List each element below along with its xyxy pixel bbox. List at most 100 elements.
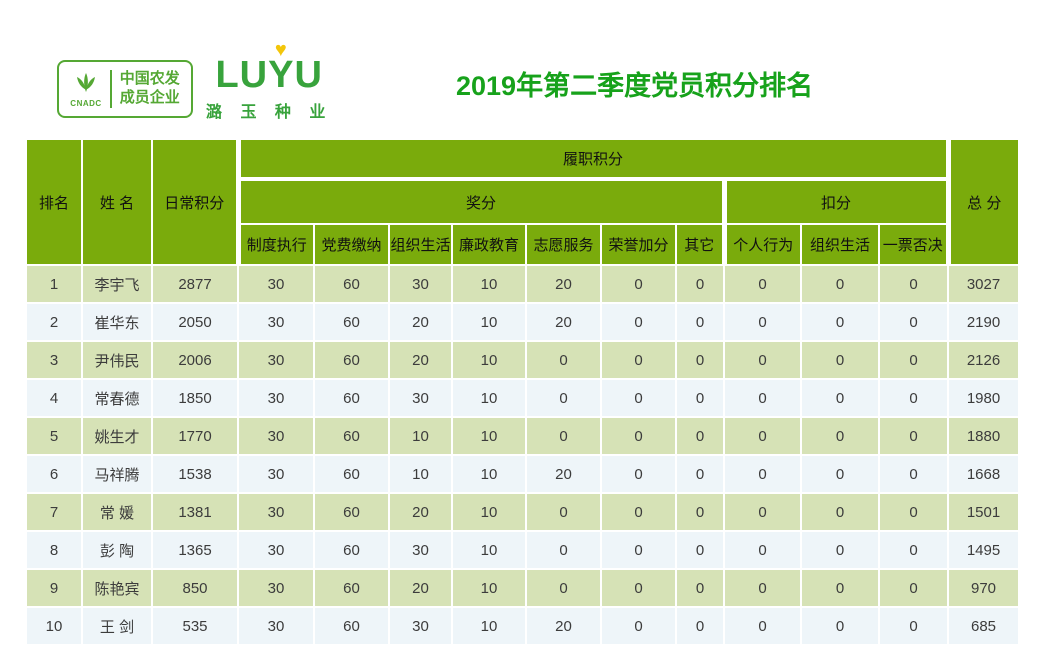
heart-icon: ♥ xyxy=(274,39,288,61)
total-score-cell: 1980 xyxy=(947,378,1021,418)
col-header-sub: 一票否决 xyxy=(877,223,950,266)
score-cell: 0 xyxy=(877,530,950,570)
score-cell: 20 xyxy=(525,606,602,646)
name-cell: 陈艳宾 xyxy=(81,568,153,608)
daily-score-cell: 2050 xyxy=(151,302,239,342)
score-cell: 0 xyxy=(877,492,950,532)
score-cell: 20 xyxy=(388,492,453,532)
col-header-deduction-points: 扣分 xyxy=(721,178,950,225)
score-cell: 20 xyxy=(388,568,453,608)
score-cell: 0 xyxy=(800,454,880,494)
score-cell: 0 xyxy=(723,492,802,532)
table-row: 1 李宇飞 2877 30 60 30 10 20 0 0 0 0 0 3027 xyxy=(25,264,1021,304)
cnadc-logo-line1: 中国农发 xyxy=(119,70,180,88)
cnadc-logo-text: 中国农发 成员企业 xyxy=(120,70,180,108)
score-cell: 20 xyxy=(525,264,602,304)
score-cell: 0 xyxy=(525,530,602,570)
col-header-award-points: 奖分 xyxy=(235,178,725,225)
name-cell: 崔华东 xyxy=(81,302,153,342)
score-cell: 30 xyxy=(388,530,453,570)
daily-score-cell: 2006 xyxy=(151,340,239,380)
daily-score-cell: 1850 xyxy=(151,378,239,418)
table-row: 4 常春德 1850 30 60 30 10 0 0 0 0 0 0 1980 xyxy=(25,378,1021,418)
score-cell: 10 xyxy=(451,264,527,304)
score-cell: 30 xyxy=(237,264,315,304)
score-cell: 0 xyxy=(675,264,725,304)
score-cell: 10 xyxy=(451,454,527,494)
score-cell: 0 xyxy=(600,416,677,456)
col-header-daily-score: 日常积分 xyxy=(151,138,239,266)
rank-cell: 10 xyxy=(25,606,83,646)
score-cell: 20 xyxy=(525,302,602,342)
score-cell: 0 xyxy=(525,568,602,608)
score-cell: 0 xyxy=(800,378,880,418)
col-header-rank: 排名 xyxy=(25,138,83,266)
score-cell: 0 xyxy=(675,568,725,608)
col-header-total-score: 总 分 xyxy=(945,138,1021,266)
luyu-subtext: 潞 玉 种 业 xyxy=(206,104,333,121)
score-cell: 0 xyxy=(723,568,802,608)
score-table: 排名 姓 名 日常积分 履职积分 总 分 奖分 扣分 制度执行 党费缴纳 组织生… xyxy=(25,138,1021,646)
col-header-sub: 荣誉加分 xyxy=(600,223,677,266)
score-cell: 30 xyxy=(237,492,315,532)
score-cell: 10 xyxy=(451,530,527,570)
cnadc-logo: CNADC 中国农发 成员企业 xyxy=(57,60,193,118)
col-header-sub: 党费缴纳 xyxy=(313,223,390,266)
table-row: 2 崔华东 2050 30 60 20 10 20 0 0 0 0 0 2190 xyxy=(25,302,1021,342)
name-cell: 尹伟民 xyxy=(81,340,153,380)
top-banner: CNADC 中国农发 成员企业 LU ♥ Y U 潞 玉 种 业 2019年第二… xyxy=(0,0,1038,138)
score-cell: 0 xyxy=(600,606,677,646)
score-cell: 0 xyxy=(800,568,880,608)
score-cell: 10 xyxy=(451,568,527,608)
total-score-cell: 1501 xyxy=(947,492,1021,532)
score-cell: 20 xyxy=(525,454,602,494)
table-row: 9 陈艳宾 850 30 60 20 10 0 0 0 0 0 0 970 xyxy=(25,568,1021,608)
score-cell: 30 xyxy=(237,568,315,608)
score-cell: 60 xyxy=(313,340,390,380)
col-header-performance-score: 履职积分 xyxy=(235,138,950,181)
score-cell: 60 xyxy=(313,606,390,646)
score-cell: 10 xyxy=(451,492,527,532)
score-cell: 30 xyxy=(237,454,315,494)
score-cell: 10 xyxy=(451,340,527,380)
luyu-letters-left: LU xyxy=(215,54,269,96)
score-cell: 0 xyxy=(675,530,725,570)
rank-cell: 8 xyxy=(25,530,83,570)
score-cell: 0 xyxy=(600,454,677,494)
score-cell: 10 xyxy=(451,302,527,342)
score-cell: 0 xyxy=(800,340,880,380)
score-cell: 10 xyxy=(451,416,527,456)
total-score-cell: 970 xyxy=(947,568,1021,608)
rank-cell: 1 xyxy=(25,264,83,304)
rank-cell: 2 xyxy=(25,302,83,342)
daily-score-cell: 1365 xyxy=(151,530,239,570)
score-cell: 20 xyxy=(388,340,453,380)
cnadc-logo-emblem: CNADC xyxy=(70,71,101,108)
score-cell: 0 xyxy=(600,378,677,418)
score-cell: 60 xyxy=(313,530,390,570)
col-header-name: 姓 名 xyxy=(81,138,153,266)
score-cell: 0 xyxy=(877,264,950,304)
score-cell: 0 xyxy=(800,416,880,456)
score-cell: 10 xyxy=(388,416,453,456)
col-header-sub: 廉政教育 xyxy=(451,223,527,266)
header-row-3: 制度执行 党费缴纳 组织生活 廉政教育 志愿服务 荣誉加分 其它 个人行为 组织… xyxy=(26,223,1019,266)
score-cell: 0 xyxy=(600,492,677,532)
score-cell: 60 xyxy=(313,568,390,608)
cnadc-logo-divider xyxy=(109,70,112,108)
score-cell: 60 xyxy=(313,302,390,342)
col-header-sub: 组织生活 xyxy=(800,223,880,266)
score-cell: 30 xyxy=(237,606,315,646)
col-header-sub: 其它 xyxy=(675,223,725,266)
score-cell: 30 xyxy=(237,340,315,380)
cnadc-acronym: CNADC xyxy=(70,98,102,108)
name-cell: 常 媛 xyxy=(81,492,153,532)
score-cell: 0 xyxy=(800,606,880,646)
score-cell: 0 xyxy=(723,530,802,570)
col-header-sub: 志愿服务 xyxy=(525,223,602,266)
name-cell: 常春德 xyxy=(81,378,153,418)
score-cell: 30 xyxy=(237,302,315,342)
name-cell: 王 剑 xyxy=(81,606,153,646)
total-score-cell: 1880 xyxy=(947,416,1021,456)
score-cell: 0 xyxy=(877,340,950,380)
